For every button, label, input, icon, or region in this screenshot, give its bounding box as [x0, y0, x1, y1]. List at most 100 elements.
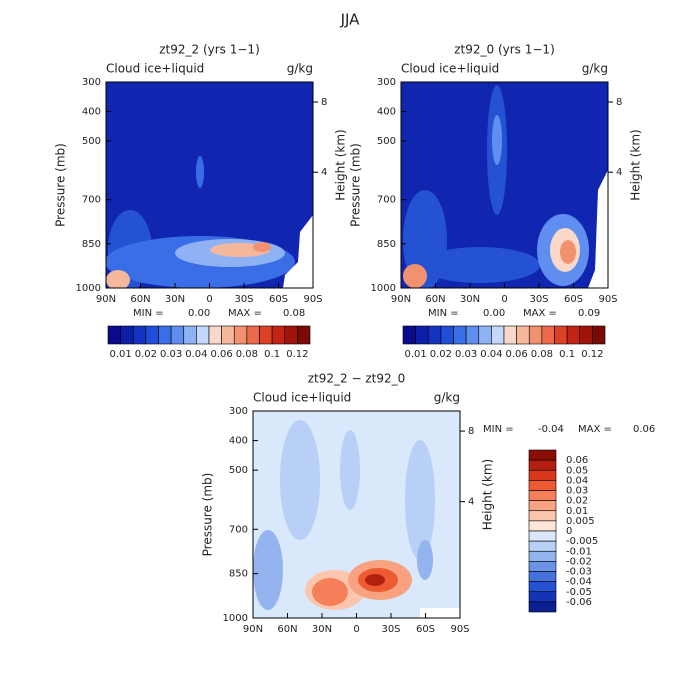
- y2-tick-label: 4: [321, 167, 327, 178]
- x-tick-label: 0: [206, 294, 212, 305]
- x-tick-label: 0: [501, 294, 507, 305]
- x-tick-label: 60N: [277, 624, 297, 635]
- colorbar-label: 0: [566, 526, 572, 537]
- x-tick-label: 30S: [234, 294, 253, 305]
- x-tick-label: 90N: [391, 294, 411, 305]
- colorbar-label: 0.06: [566, 455, 588, 466]
- colorbar-box: [528, 601, 557, 613]
- colorbar-box: [271, 325, 286, 345]
- contour-field: [401, 82, 608, 288]
- figure-title: JJA: [340, 11, 361, 29]
- min-max-label: MIN =: [483, 424, 514, 435]
- x-tick-label: 0: [353, 624, 359, 635]
- colorbar-box: [196, 325, 210, 345]
- y2-tick-label: 8: [321, 97, 327, 108]
- x-tick-label: 60N: [130, 294, 150, 305]
- colorbar-label: 0.03: [160, 349, 182, 360]
- panel-title: zt92_0 (yrs 1−1): [454, 43, 555, 57]
- colorbar-label: -0.02: [566, 556, 592, 567]
- x-tick-label: 60S: [564, 294, 583, 305]
- x-tick-label: 60N: [425, 294, 445, 305]
- min-max-label: MAX =: [523, 308, 557, 319]
- x-tick-label: 30N: [460, 294, 480, 305]
- colorbar-box: [246, 325, 260, 345]
- y-tick-label: 1000: [223, 613, 248, 624]
- colorbar-box: [415, 325, 429, 345]
- colorbar-label: 0.12: [581, 349, 603, 360]
- x-tick-label: 90N: [243, 624, 263, 635]
- y-tick-label: 500: [229, 465, 248, 476]
- colorbar-box: [158, 325, 172, 345]
- colorbar-label: 0.04: [185, 349, 207, 360]
- colorbar-box: [554, 325, 568, 345]
- colorbar-label: 0.1: [264, 349, 280, 360]
- y-tick-label: 400: [82, 106, 101, 117]
- contour-field: [253, 411, 460, 618]
- colorbar-box: [528, 449, 557, 461]
- x-tick-label: 30N: [312, 624, 332, 635]
- colorbar-box: [528, 500, 557, 512]
- colorbar-label: 0.06: [505, 349, 527, 360]
- y-tick-label: 400: [377, 106, 396, 117]
- field-label: Cloud ice+liquid: [106, 62, 204, 76]
- colorbar-box: [427, 325, 442, 345]
- colorbar-box: [516, 325, 530, 345]
- colorbar-box: [440, 325, 454, 345]
- min-max-label: MIN =: [428, 308, 459, 319]
- colorbar-box: [528, 571, 557, 582]
- colorbar-label: -0.01: [566, 546, 592, 557]
- colorbar-box: [528, 510, 557, 522]
- colorbar-box: [233, 325, 248, 345]
- colorbar-box: [528, 591, 557, 603]
- colorbar-label: -0.005: [566, 536, 598, 547]
- colorbar-box: [297, 325, 311, 345]
- x-tick-label: 90S: [598, 294, 617, 305]
- y-tick-label: 300: [229, 406, 248, 417]
- colorbar-box: [528, 490, 557, 501]
- colorbar-label: 0.01: [404, 349, 426, 360]
- colorbar-box: [528, 530, 557, 542]
- min-max-label: 0.00: [483, 308, 505, 319]
- colorbar-label: -0.06: [566, 597, 592, 608]
- x-tick-label: 60S: [416, 624, 435, 635]
- y-tick-label: 700: [229, 524, 248, 535]
- colorbar-box: [208, 325, 222, 345]
- y-tick-label: 500: [82, 136, 101, 147]
- colorbar-box: [132, 325, 147, 345]
- y-tick-label: 1000: [371, 283, 396, 294]
- y2-axis-label: Height (km): [629, 129, 643, 200]
- colorbar-label: 0.03: [566, 486, 588, 497]
- colorbar-label: 0.1: [559, 349, 575, 360]
- y-tick-label: 850: [229, 569, 248, 580]
- colorbar-box: [491, 325, 505, 345]
- x-tick-label: 90S: [303, 294, 322, 305]
- y-tick-label: 500: [377, 136, 396, 147]
- colorbar-label: -0.05: [566, 587, 592, 598]
- colorbar-label: 0.01: [109, 349, 131, 360]
- colorbar-box: [528, 459, 557, 471]
- y-tick-label: 850: [377, 239, 396, 250]
- colorbar-box: [453, 325, 467, 345]
- y-tick-label: 850: [82, 239, 101, 250]
- y2-axis-label: Height (km): [334, 129, 348, 200]
- colorbar-box: [170, 325, 185, 345]
- contour-field: [106, 82, 313, 288]
- colorbar-label: 0.04: [480, 349, 502, 360]
- colorbar-box: [592, 325, 606, 345]
- colorbar-box: [528, 561, 557, 572]
- colorbar-label: 0.12: [286, 349, 308, 360]
- panel-title: zt92_2 − zt92_0: [308, 372, 406, 386]
- colorbar-box: [402, 325, 416, 345]
- colorbar-label: 0.05: [566, 465, 588, 476]
- colorbar-box: [528, 581, 557, 593]
- y-axis-label: Pressure (mb): [54, 143, 68, 227]
- colorbar-box: [528, 480, 557, 491]
- colorbar-box: [528, 550, 557, 562]
- colorbar-label: 0.02: [430, 349, 452, 360]
- colorbar-label: 0.03: [455, 349, 477, 360]
- y-axis-label: Pressure (mb): [349, 143, 363, 227]
- colorbar-box: [465, 325, 480, 345]
- x-tick-label: 30S: [529, 294, 548, 305]
- colorbar-label: -0.04: [566, 577, 592, 588]
